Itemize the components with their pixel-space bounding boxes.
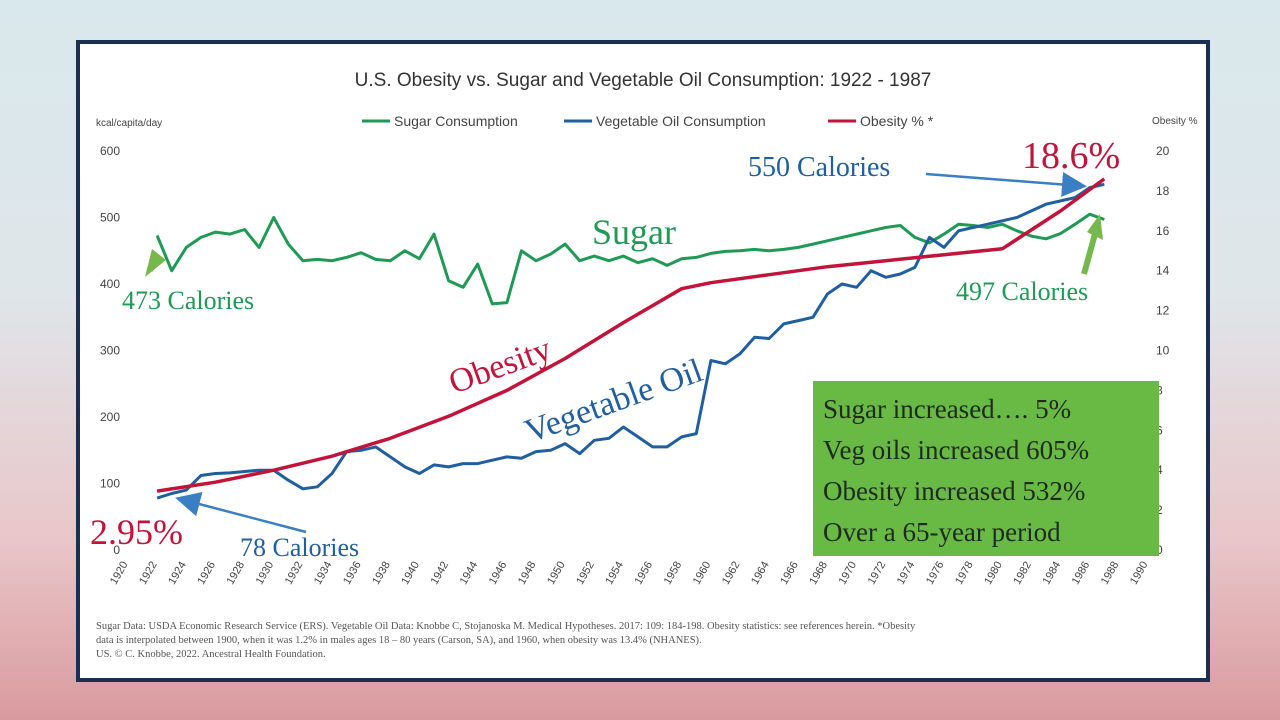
annotation-550-calories: 550 Calories	[748, 152, 890, 183]
x-tick-label: 1952	[574, 560, 597, 587]
left-axis-unit: kcal/capita/day	[96, 118, 162, 129]
y-tick-label-right: 2	[1156, 503, 1163, 517]
y-tick-label-left: 400	[100, 277, 120, 291]
legend-label-obesity: Obesity % *	[860, 113, 934, 129]
y-tick-label-right: 8	[1156, 383, 1163, 397]
legend: Sugar Consumption Vegetable Oil Consumpt…	[362, 113, 934, 129]
sugar-consumption-line	[155, 212, 1105, 306]
x-tick-label: 1936	[341, 560, 364, 587]
x-tick-label: 1986	[1070, 560, 1093, 587]
x-tick-label: 1988	[1099, 560, 1122, 587]
y-tick-label-left: 100	[100, 477, 120, 491]
x-tick-label: 1950	[545, 560, 568, 587]
annotation-78-calories: 78 Calories	[240, 533, 359, 562]
annotation-obesity: Obesity	[444, 331, 556, 402]
summary-line: Over a 65-year period	[823, 517, 1061, 547]
x-tick-label: 1928	[225, 560, 248, 587]
x-tick-label: 1990	[1128, 560, 1151, 587]
x-tick-label: 1956	[633, 560, 656, 587]
x-tick-label: 1972	[866, 560, 889, 587]
source-note-line: US. © C. Knobbe, 2022. Ancestral Health …	[96, 649, 326, 660]
source-note-line: Sugar Data: USDA Economic Research Servi…	[96, 621, 916, 632]
y-tick-label-right: 0	[1156, 543, 1163, 557]
annotation-2-95-percent: 2.95%	[90, 512, 183, 552]
x-tick-label: 1962	[720, 560, 743, 587]
y-tick-label-right: 14	[1156, 264, 1170, 278]
x-tick-label: 1924	[166, 560, 189, 587]
y-tick-label-right: 16	[1156, 224, 1170, 238]
arrow-up-right-icon	[1087, 214, 1103, 240]
y-tick-label-right: 20	[1156, 144, 1170, 158]
x-tick-label: 1948	[516, 560, 539, 587]
arrow-550-calories	[925, 172, 1087, 197]
x-tick-label: 1982	[1011, 560, 1034, 587]
x-tick-label: 1980	[982, 560, 1005, 587]
annotation-18-6-percent: 18.6%	[1022, 135, 1120, 177]
y-tick-label-left: 0	[113, 543, 120, 557]
x-tick-label: 1940	[399, 560, 422, 587]
source-note: Sugar Data: USDA Economic Research Servi…	[96, 620, 1196, 662]
arrow-shaft-left	[147, 258, 161, 272]
x-tick-label: 1942	[429, 560, 452, 587]
y-tick-label-left: 600	[100, 144, 120, 158]
x-tick-label: 1934	[312, 560, 335, 587]
x-tick-label: 1922	[137, 560, 160, 587]
x-tick-label: 1926	[195, 560, 218, 587]
y-tick-label-right: 4	[1156, 463, 1163, 477]
x-tick-label: 1970	[837, 560, 860, 587]
y-tick-label-right: 10	[1156, 344, 1170, 358]
x-tick-label: 1944	[458, 560, 481, 587]
x-tick-label: 1938	[370, 560, 393, 587]
x-tick-label: 1964	[749, 560, 772, 587]
chart-title: U.S. Obesity vs. Sugar and Vegetable Oil…	[355, 70, 932, 91]
summary-line: Obesity increased 532%	[823, 476, 1086, 506]
y-tick-label-left: 300	[100, 344, 120, 358]
right-axis-unit: Obesity %	[1152, 116, 1198, 127]
chart-slide: U.S. Obesity vs. Sugar and Vegetable Oil…	[76, 40, 1210, 682]
x-tick-label: 1946	[487, 560, 510, 587]
summary-box: Sugar increased…. 5% Veg oils increased …	[813, 381, 1159, 556]
x-tick-label: 1976	[924, 560, 947, 587]
y-tick-label-left: 200	[100, 410, 120, 424]
series-lines	[155, 177, 1106, 500]
annotation-497-calories: 497 Calories	[956, 277, 1088, 306]
x-tick-label: 1958	[662, 560, 685, 587]
x-tick-label: 1968	[807, 560, 830, 587]
x-axis: 1920 1922 1924 1926 1928 1930 1932 1934 1936 1938…	[108, 560, 1151, 587]
x-tick-label: 1954	[603, 560, 626, 587]
y-tick-label-right: 18	[1156, 184, 1170, 198]
annotation-sugar: Sugar	[592, 212, 676, 252]
summary-line: Sugar increased…. 5%	[823, 394, 1072, 424]
x-tick-label: 1932	[283, 560, 306, 587]
x-tick-label: 1974	[895, 560, 918, 587]
summary-line: Veg oils increased 605%	[823, 435, 1090, 465]
arrow-78-calories	[175, 491, 307, 534]
y-tick-label-left: 500	[100, 211, 120, 225]
obesity-line	[156, 177, 1106, 493]
x-tick-label: 1960	[691, 560, 714, 587]
x-tick-label: 1978	[953, 560, 976, 587]
y-tick-label-right: 12	[1156, 304, 1170, 318]
vegetable-oil-consumption-line	[156, 182, 1105, 500]
arrow-shaft-right	[1081, 233, 1098, 275]
annotation-473-calories: 473 Calories	[122, 286, 254, 315]
x-tick-label: 1984	[1041, 560, 1064, 587]
chart: U.S. Obesity vs. Sugar and Vegetable Oil…	[90, 70, 1198, 587]
left-y-axis: 0 100 200 300 400 500 600	[100, 144, 120, 557]
legend-label-veg-oil: Vegetable Oil Consumption	[596, 113, 766, 129]
x-tick-label: 1920	[108, 560, 131, 587]
y-tick-label-right: 6	[1156, 423, 1163, 437]
right-y-axis: 0 2 4 6 8 10 12 14 16 18 20	[1156, 144, 1170, 557]
x-tick-label: 1930	[254, 560, 277, 587]
legend-label-sugar: Sugar Consumption	[394, 113, 518, 129]
source-note-line: data is interpolated between 1900, when …	[96, 635, 702, 646]
x-tick-label: 1966	[778, 560, 801, 587]
